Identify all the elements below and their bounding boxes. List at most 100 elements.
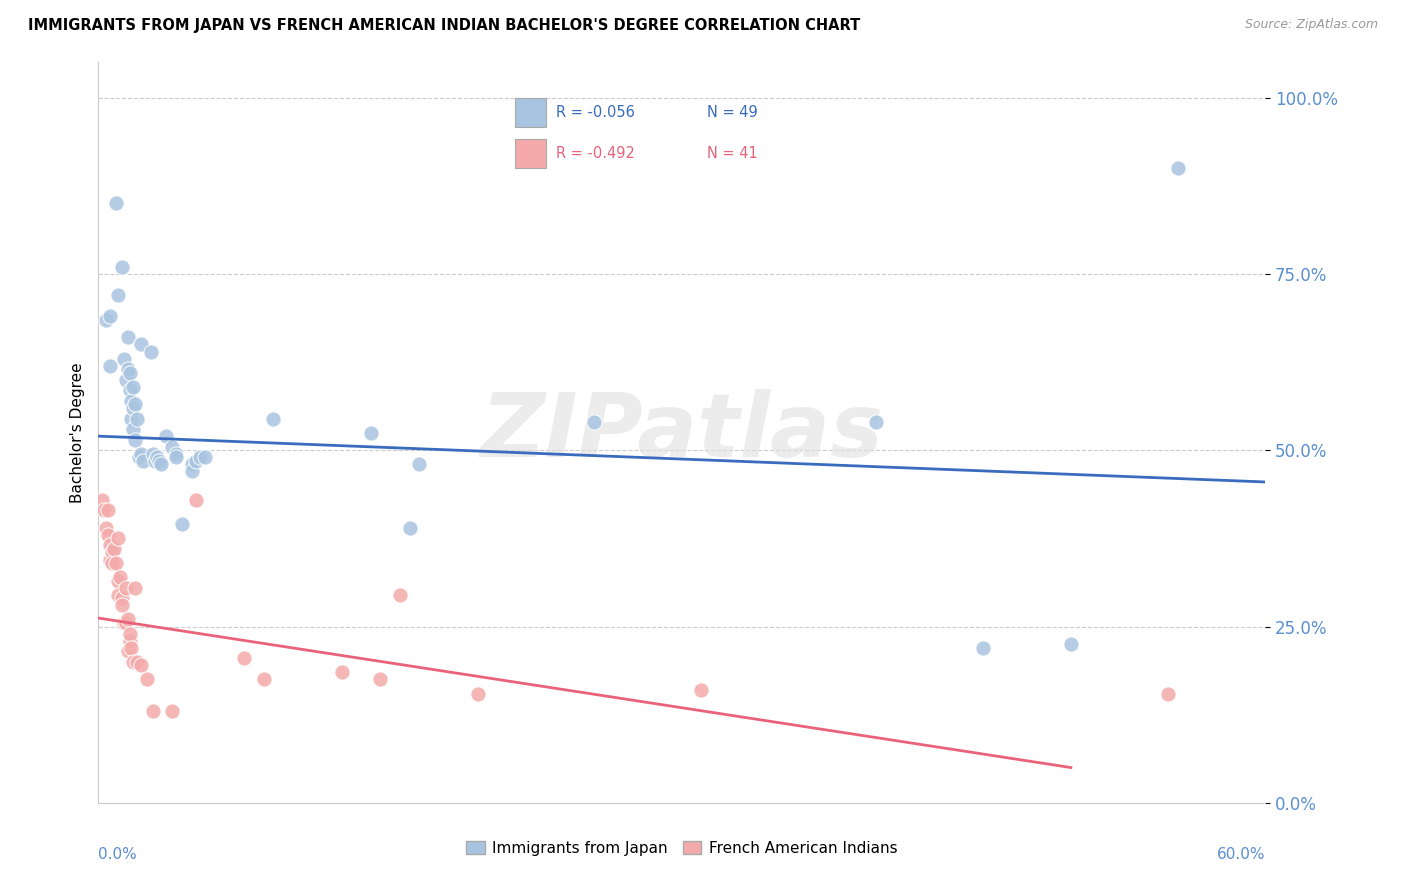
Point [107,574,129,588]
Point [101,545,124,559]
Point [132,454,155,468]
Point [149,458,172,472]
Text: N = 49: N = 49 [707,105,758,120]
Point [91,492,114,507]
Point [121,411,143,425]
Point [188,450,211,465]
Point [388,588,411,602]
Point [101,556,124,570]
Point [972,640,994,655]
Point [104,196,127,211]
Point [112,615,135,630]
Point [184,454,207,468]
Point [124,433,146,447]
Point [1167,161,1189,176]
Point [117,330,139,344]
Point [253,673,276,687]
Point [165,447,187,461]
Point [180,464,202,478]
Text: IMMIGRANTS FROM JAPAN VS FRENCH AMERICAN INDIAN BACHELOR'S DEGREE CORRELATION CH: IMMIGRANTS FROM JAPAN VS FRENCH AMERICAN… [28,18,860,33]
Point [98,538,121,552]
Point [170,517,193,532]
Point [98,310,121,324]
Point [107,588,129,602]
Point [114,373,136,387]
Point [162,704,184,718]
Point [124,397,146,411]
FancyBboxPatch shape [516,98,547,127]
Point [148,454,170,468]
Point [408,458,430,472]
Point [129,337,152,351]
Text: N = 41: N = 41 [707,146,758,161]
Point [330,665,353,680]
Text: 60.0%: 60.0% [1218,847,1265,863]
Point [262,411,284,425]
Point [467,686,489,700]
Point [127,655,149,669]
Point [184,492,207,507]
Point [118,366,141,380]
Point [117,612,139,626]
Point [104,556,127,570]
Point [1157,686,1180,700]
Point [93,503,115,517]
Point [136,673,159,687]
Point [180,458,202,472]
Point [98,552,121,566]
Point [97,528,120,542]
Point [143,454,166,468]
Point [111,599,134,613]
Point [162,440,184,454]
Point [97,503,120,517]
Point [111,260,134,274]
Point [398,521,420,535]
Point [112,351,135,366]
Text: Source: ZipAtlas.com: Source: ZipAtlas.com [1244,18,1378,31]
Point [165,450,187,465]
Point [142,447,165,461]
Point [127,411,149,425]
Text: R = -0.056: R = -0.056 [555,105,634,120]
Point [129,658,152,673]
Legend: Immigrants from Japan, French American Indians: Immigrants from Japan, French American I… [460,835,904,862]
Point [865,415,887,429]
Point [96,521,118,535]
Point [118,633,141,648]
Point [360,425,382,440]
Point [1060,637,1083,651]
Point [98,359,121,373]
Point [118,626,141,640]
Point [108,570,131,584]
Point [122,422,145,436]
Point [121,640,143,655]
Point [111,591,134,606]
Text: 0.0%: 0.0% [98,847,138,863]
FancyBboxPatch shape [516,139,547,168]
Point [139,344,162,359]
Point [142,704,165,718]
Point [128,450,150,465]
Point [96,313,118,327]
Point [122,401,145,415]
Point [114,581,136,595]
Point [114,615,136,630]
Point [124,581,146,595]
Point [118,384,141,398]
Point [146,450,169,465]
Point [103,541,125,556]
Point [117,362,139,376]
Point [122,380,145,394]
Point [107,288,129,302]
Point [121,393,143,408]
Point [122,655,145,669]
Text: ZIPatlas: ZIPatlas [481,389,883,476]
Point [690,683,713,698]
Point [233,651,256,665]
Text: R = -0.492: R = -0.492 [555,146,634,161]
Point [194,450,217,465]
Point [370,673,392,687]
Point [107,532,129,546]
Y-axis label: Bachelor's Degree: Bachelor's Degree [69,362,84,503]
Point [583,415,606,429]
